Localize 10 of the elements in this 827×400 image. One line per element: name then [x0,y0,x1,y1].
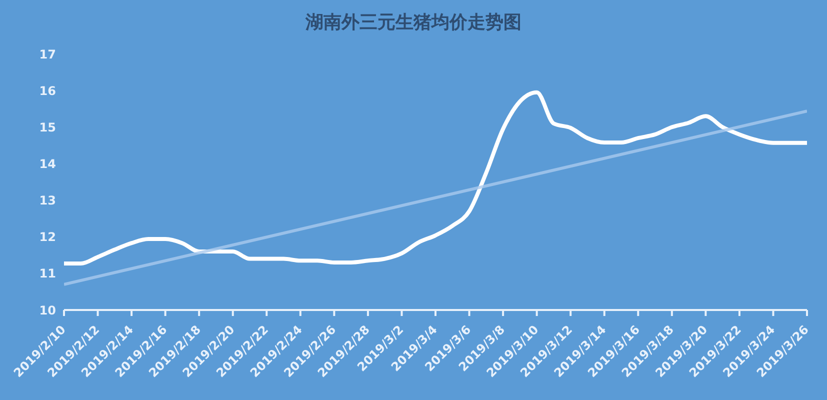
y-tick-label: 12 [39,230,56,244]
chart-title: 湖南外三元生猪均价走势图 [304,11,522,34]
y-tick-label: 10 [39,303,56,318]
y-tick-label: 16 [39,84,56,98]
line-series [64,90,807,266]
y-tick-label: 13 [39,194,56,208]
y-tick-label: 15 [39,120,56,134]
y-tick-label: 14 [39,156,56,171]
y-tick-label: 17 [39,47,56,62]
y-tick-label: 11 [39,266,56,281]
